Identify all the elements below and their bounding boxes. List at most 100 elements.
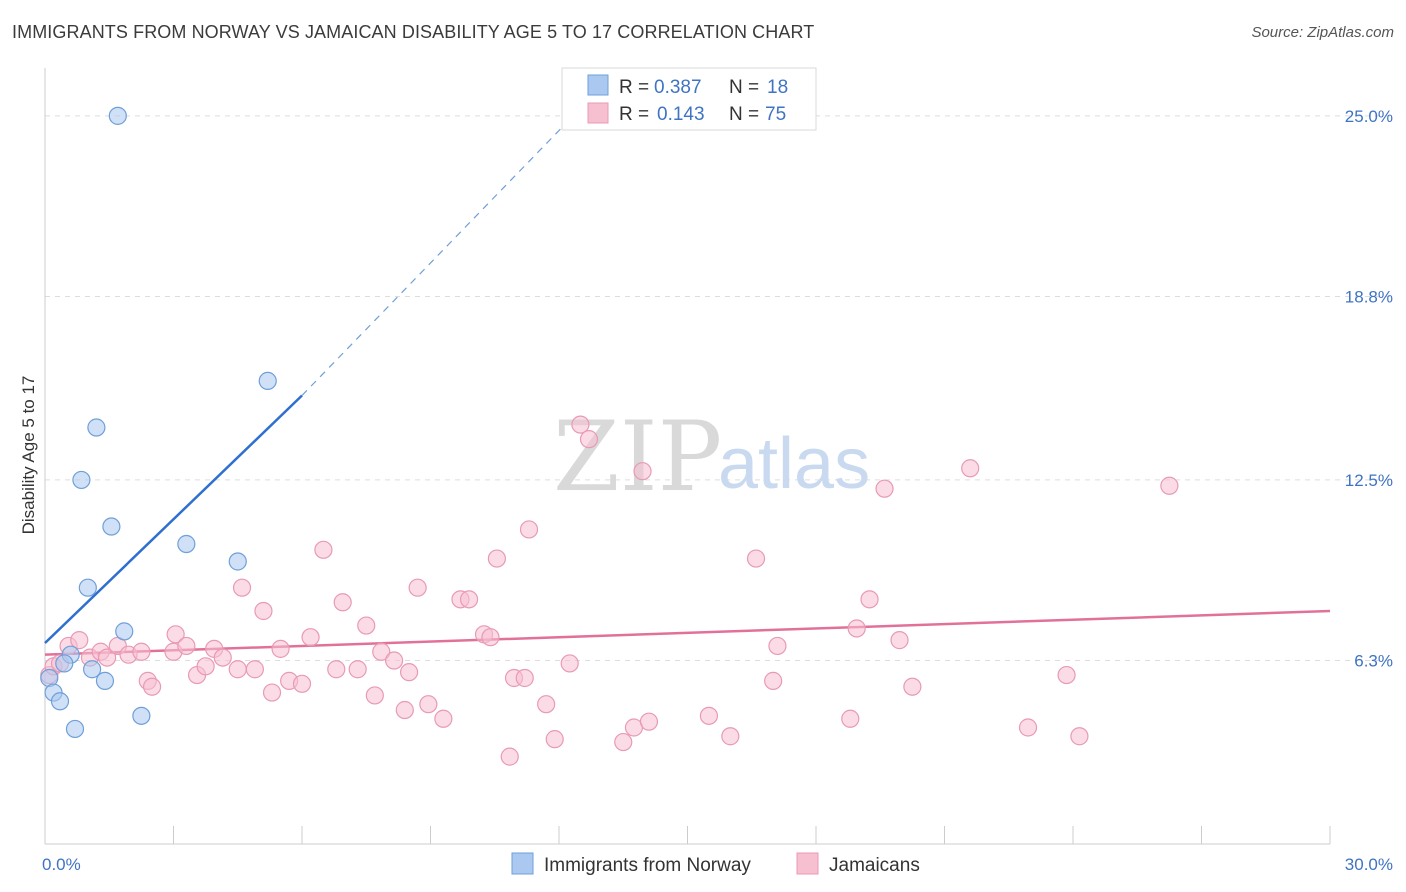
point-jamaicans-52: [545, 730, 564, 749]
chart-title: IMMIGRANTS FROM NORWAY VS JAMAICAN DISAB…: [12, 22, 815, 42]
point-jamaicans-30: [327, 660, 346, 679]
point-jamaicans-49: [515, 668, 534, 688]
point-jamaicans-61: [721, 727, 740, 746]
watermark-atlas: atlas: [718, 424, 870, 504]
y-axis-label: Disability Age 5 to 17: [19, 376, 38, 535]
series-legend: Immigrants from Norway Jamaicans: [511, 852, 920, 876]
point-jamaicans-27: [292, 674, 312, 693]
legend-r-value-jamaicans: 0.143: [657, 104, 705, 125]
legend-r-value-norway: 0.387: [654, 77, 702, 98]
trend-line-norway: [44, 394, 303, 644]
point-jamaicans-58: [633, 462, 652, 481]
point-jamaicans-69: [890, 631, 909, 650]
series-legend-label-jamaicans: Jamaicans: [829, 855, 920, 876]
point-norway-16: [132, 706, 151, 725]
point-jamaicans-68: [875, 479, 894, 498]
point-norway-11: [83, 660, 102, 679]
x-tick-label-max: 30.0%: [1345, 855, 1393, 874]
point-jamaicans-4: [70, 631, 89, 650]
legend-r-label-jamaicans: R =: [619, 104, 649, 125]
point-jamaicans-74: [1070, 727, 1089, 746]
point-jamaicans-38: [399, 663, 419, 682]
point-jamaicans-29: [314, 540, 333, 559]
point-jamaicans-24: [262, 683, 282, 702]
point-jamaicans-75: [1160, 476, 1179, 495]
point-jamaicans-39: [408, 578, 427, 597]
point-jamaicans-15: [177, 636, 196, 656]
point-jamaicans-54: [571, 415, 590, 434]
point-jamaicans-21: [232, 578, 252, 597]
trend-lines: [44, 121, 1331, 656]
legend-n-value-norway: 18: [767, 77, 788, 98]
legend-swatch-jamaicans: [587, 102, 609, 124]
point-jamaicans-22: [245, 660, 264, 679]
point-norway-6: [228, 552, 247, 571]
point-norway-5: [177, 534, 196, 554]
grid-lines: [45, 115, 1390, 662]
point-norway-7: [78, 578, 97, 597]
point-norway-3: [72, 470, 91, 490]
point-jamaicans-35: [372, 642, 391, 661]
point-jamaicans-20: [228, 660, 247, 679]
point-jamaicans-40: [419, 695, 438, 714]
series-legend-swatch-jamaicans: [796, 852, 819, 875]
y-tick-label-2: 18.8%: [1345, 287, 1393, 306]
point-jamaicans-62: [746, 549, 766, 568]
point-jamaicans-53: [560, 654, 579, 673]
point-jamaicans-36: [384, 651, 404, 670]
y-tick-label-3: 25.0%: [1345, 107, 1393, 126]
trend-line-extension-norway: [301, 121, 568, 396]
point-jamaicans-46: [487, 549, 506, 568]
point-norway-15: [50, 692, 70, 711]
point-jamaicans-7: [98, 648, 117, 667]
point-jamaicans-47: [500, 747, 519, 766]
point-jamaicans-33: [357, 616, 376, 635]
legend-n-label-norway: N =: [729, 77, 759, 98]
point-jamaicans-56: [614, 732, 633, 752]
watermark: ZIP atlas: [553, 401, 870, 513]
source-credit: Source: ZipAtlas.com: [1251, 24, 1394, 41]
point-norway-12: [95, 671, 115, 690]
point-norway-1: [258, 371, 277, 391]
x-tick-label-min: 0.0%: [42, 855, 81, 874]
point-jamaicans-28: [301, 628, 320, 647]
point-norway-4: [102, 517, 121, 536]
point-norway-17: [65, 719, 85, 739]
point-jamaicans-73: [1057, 665, 1076, 685]
axes: [44, 68, 1331, 845]
point-jamaicans-43: [459, 590, 479, 609]
correlation-legend: R = 0.387 N = 18 R = 0.143 N = 75: [561, 67, 817, 131]
point-jamaicans-32: [348, 660, 367, 679]
point-norway-2: [87, 418, 106, 437]
point-norway-0: [108, 106, 127, 125]
series-legend-swatch-norway: [511, 852, 534, 875]
trend-line-jamaicans: [44, 609, 1331, 656]
point-jamaicans-14: [166, 625, 185, 644]
legend-n-value-jamaicans: 75: [765, 104, 786, 125]
point-jamaicans-19: [213, 648, 232, 667]
scatter-points: [40, 106, 1179, 766]
series-legend-label-norway: Immigrants from Norway: [544, 855, 751, 876]
point-jamaicans-34: [365, 686, 384, 705]
point-jamaicans-55: [579, 430, 599, 449]
point-jamaicans-45: [481, 628, 500, 647]
point-jamaicans-17: [196, 657, 215, 676]
point-jamaicans-37: [395, 700, 414, 720]
point-jamaicans-71: [961, 459, 980, 478]
point-jamaicans-12: [142, 677, 162, 696]
point-norway-8: [115, 622, 134, 641]
point-jamaicans-25: [271, 639, 290, 658]
point-jamaicans-64: [768, 636, 787, 656]
point-jamaicans-65: [841, 709, 860, 728]
point-norway-10: [55, 654, 74, 673]
point-jamaicans-10: [132, 642, 151, 661]
point-jamaicans-59: [639, 712, 659, 731]
point-jamaicans-31: [333, 593, 352, 612]
legend-swatch-norway: [587, 74, 609, 96]
point-jamaicans-23: [254, 601, 273, 621]
point-jamaicans-63: [764, 671, 783, 690]
point-jamaicans-50: [519, 520, 539, 539]
y-tick-label-1: 12.5%: [1345, 471, 1393, 490]
point-jamaicans-70: [903, 677, 922, 696]
